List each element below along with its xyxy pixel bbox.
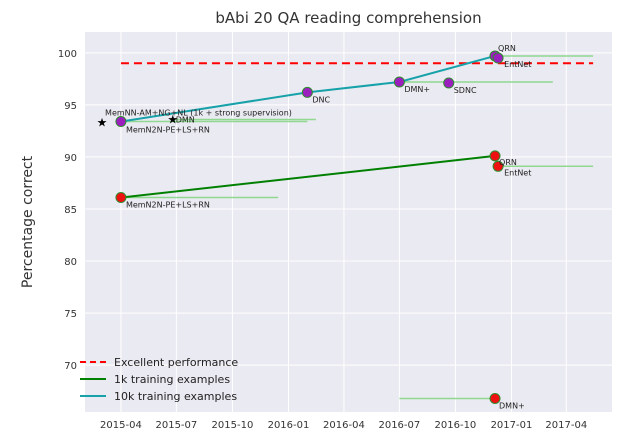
point-label: EntNet	[504, 60, 531, 69]
x-tick-label: 2015-07	[155, 420, 197, 431]
y-axis-label: Percentage correct	[20, 155, 36, 288]
plot-area	[85, 32, 612, 412]
star-label: MemNN-AM+NG+NL (1k + strong supervision)	[105, 109, 292, 118]
point-marker	[115, 116, 127, 128]
point-marker	[489, 392, 501, 404]
point-label: QRN	[499, 158, 517, 167]
x-tick-label: 2016-01	[268, 420, 310, 431]
chart-title: bAbi 20 QA reading comprehension	[215, 9, 481, 27]
range-lines	[120, 55, 594, 400]
point-label: DNC	[312, 95, 330, 104]
y-tick-label: 75	[64, 309, 77, 320]
x-tick-label: 2017-01	[491, 420, 533, 431]
y-tick-label: 100	[58, 49, 77, 60]
y-tick-label: 95	[64, 101, 77, 112]
frontier-10k-line	[120, 54, 496, 123]
x-tick-label: 2016-07	[378, 420, 420, 431]
legend: Excellent performance 1k training example…	[80, 356, 238, 403]
frontier-1k-line	[120, 154, 496, 199]
x-tick-label: 2017-04	[545, 420, 587, 431]
point-label: EntNet	[504, 168, 531, 177]
star-marker: ★	[97, 116, 108, 130]
data-points: ★ ★	[97, 50, 504, 404]
y-tick-label: 80	[64, 257, 77, 268]
grid	[85, 32, 612, 412]
point-label: QRN	[498, 44, 516, 53]
legend-label: Excellent performance	[114, 356, 238, 369]
point-marker	[393, 76, 405, 88]
point-label: DMN+	[404, 85, 430, 94]
point-label: MemN2N-PE+LS+RN	[126, 201, 210, 210]
point-marker	[115, 192, 127, 204]
legend-label: 1k training examples	[114, 373, 230, 386]
point-marker	[443, 77, 455, 89]
point-label: DMN+	[499, 401, 525, 410]
legend-label: 10k training examples	[114, 390, 237, 403]
point-label: MemN2N-PE+LS+RN	[126, 126, 210, 135]
x-tick-label: 2016-04	[323, 420, 365, 431]
axes: 70 75 80 85 90 95 100 2015-04 2015-07 2015-10 2016…	[58, 49, 587, 431]
y-tick-label: 70	[64, 361, 77, 372]
x-tick-label: 2015-04	[100, 420, 142, 431]
y-tick-label: 85	[64, 205, 77, 216]
series-lines	[120, 54, 594, 199]
x-tick-label: 2016-10	[435, 420, 477, 431]
x-tick-label: 2015-10	[212, 420, 254, 431]
point-marker	[492, 52, 504, 64]
y-tick-label: 90	[64, 153, 77, 164]
star-label: DMN	[176, 115, 195, 124]
point-marker	[489, 150, 501, 162]
point-label: SDNC	[454, 86, 477, 95]
star-marker: ★	[167, 112, 178, 126]
point-marker	[301, 86, 313, 98]
point-marker	[492, 160, 504, 172]
